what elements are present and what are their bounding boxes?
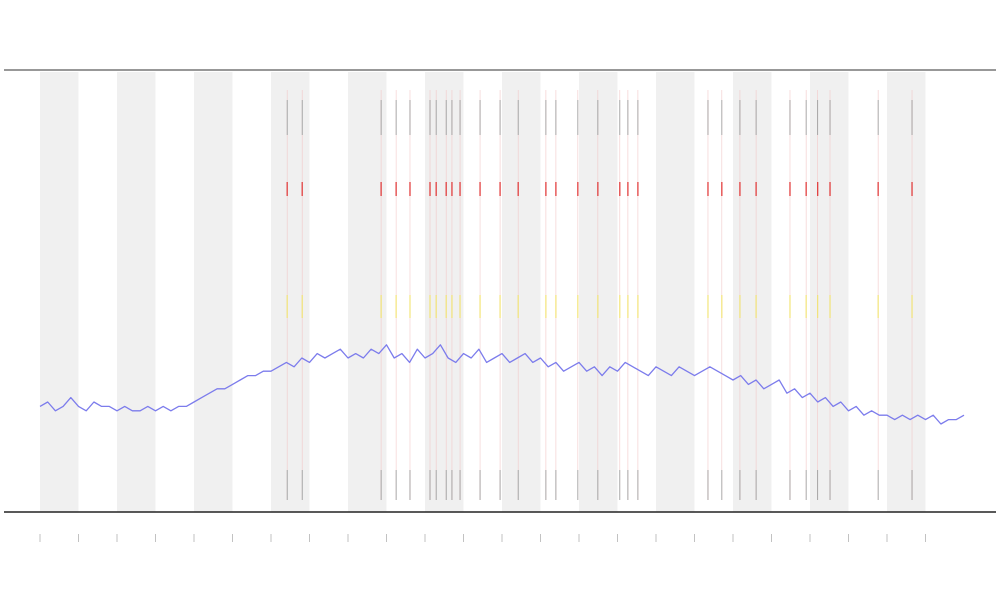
shaded-band: [117, 72, 156, 512]
shaded-band: [40, 72, 79, 512]
shaded-band: [271, 72, 310, 512]
series-line: [39, 344, 965, 425]
shaded-band: [656, 72, 695, 512]
shaded-band: [348, 72, 387, 512]
shaded-band: [733, 72, 772, 512]
shaded-band: [194, 72, 233, 512]
shaded-band: [579, 72, 618, 512]
shaded-band: [502, 72, 541, 512]
shaded-band: [887, 72, 926, 512]
shaded-band: [425, 72, 464, 512]
shaded-band: [810, 72, 849, 512]
